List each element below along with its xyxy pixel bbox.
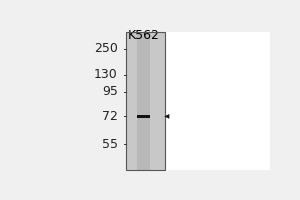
Text: 55: 55 <box>102 138 118 151</box>
Text: 95: 95 <box>102 85 118 98</box>
Text: 72: 72 <box>102 110 118 123</box>
FancyBboxPatch shape <box>126 32 165 170</box>
Text: 250: 250 <box>94 42 118 55</box>
FancyBboxPatch shape <box>38 24 126 178</box>
FancyBboxPatch shape <box>165 32 270 170</box>
Polygon shape <box>164 114 169 119</box>
FancyBboxPatch shape <box>137 32 150 170</box>
Text: K562: K562 <box>128 29 159 42</box>
FancyBboxPatch shape <box>137 115 150 118</box>
Text: 130: 130 <box>94 68 118 81</box>
